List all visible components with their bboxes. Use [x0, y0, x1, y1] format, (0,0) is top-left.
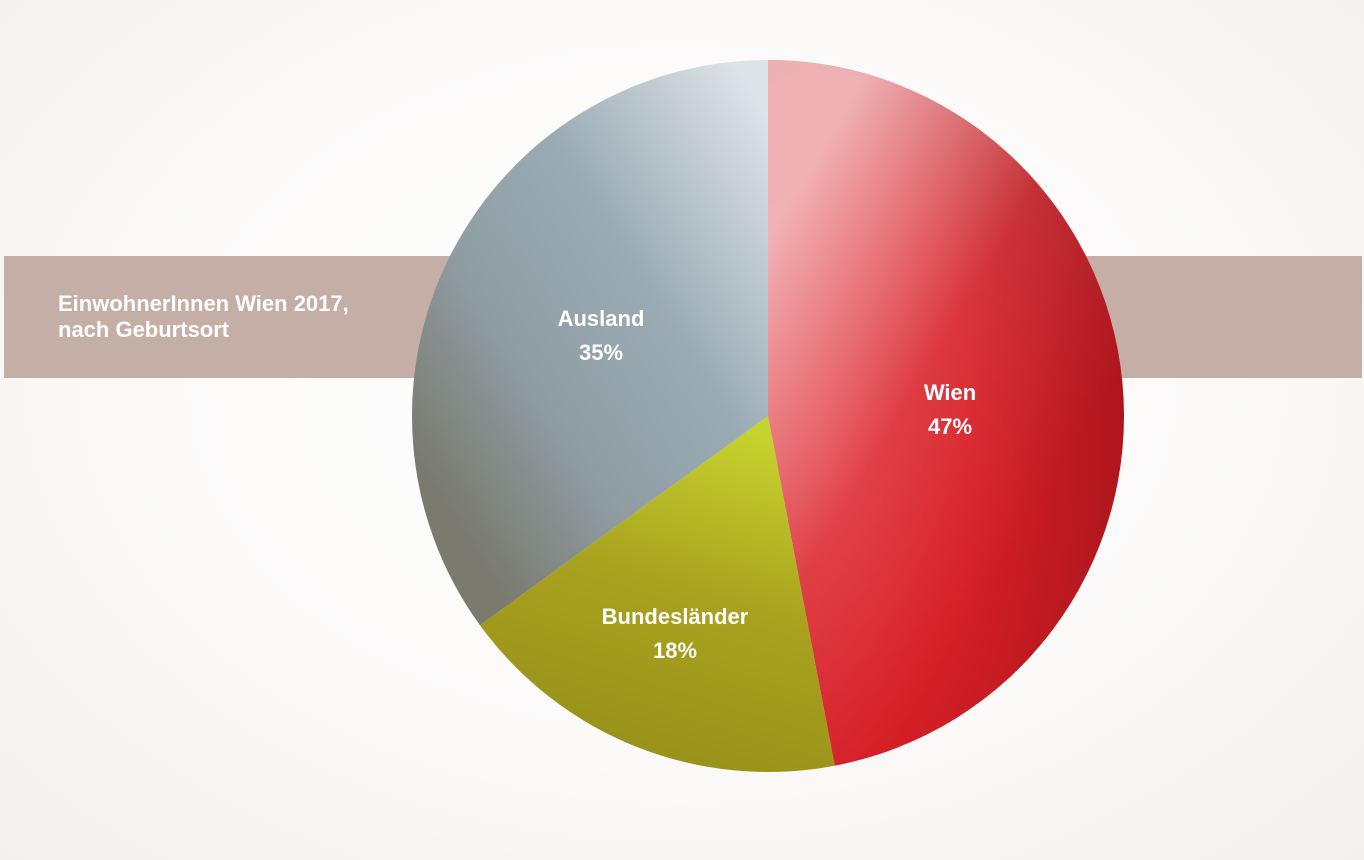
pie-slice-highlight: [768, 60, 1125, 766]
slice-value-ausland: 35%: [579, 340, 623, 365]
slice-label-bundesländer: Bundesländer: [602, 604, 749, 629]
chart-title-line-2: nach Geburtsort: [58, 317, 230, 342]
chart-title-line-1: EinwohnerInnen Wien 2017,: [58, 291, 349, 316]
slice-value-bundesländer: 18%: [653, 638, 697, 663]
chart-title: EinwohnerInnen Wien 2017, nach Geburtsor…: [58, 291, 418, 343]
slice-value-wien: 47%: [928, 414, 972, 439]
pie-slice-bundesländer: [479, 416, 835, 772]
slice-label-wien: Wien: [924, 380, 976, 405]
slice-label-ausland: Ausland: [558, 306, 645, 331]
pie-slice-ausland: [412, 60, 768, 626]
